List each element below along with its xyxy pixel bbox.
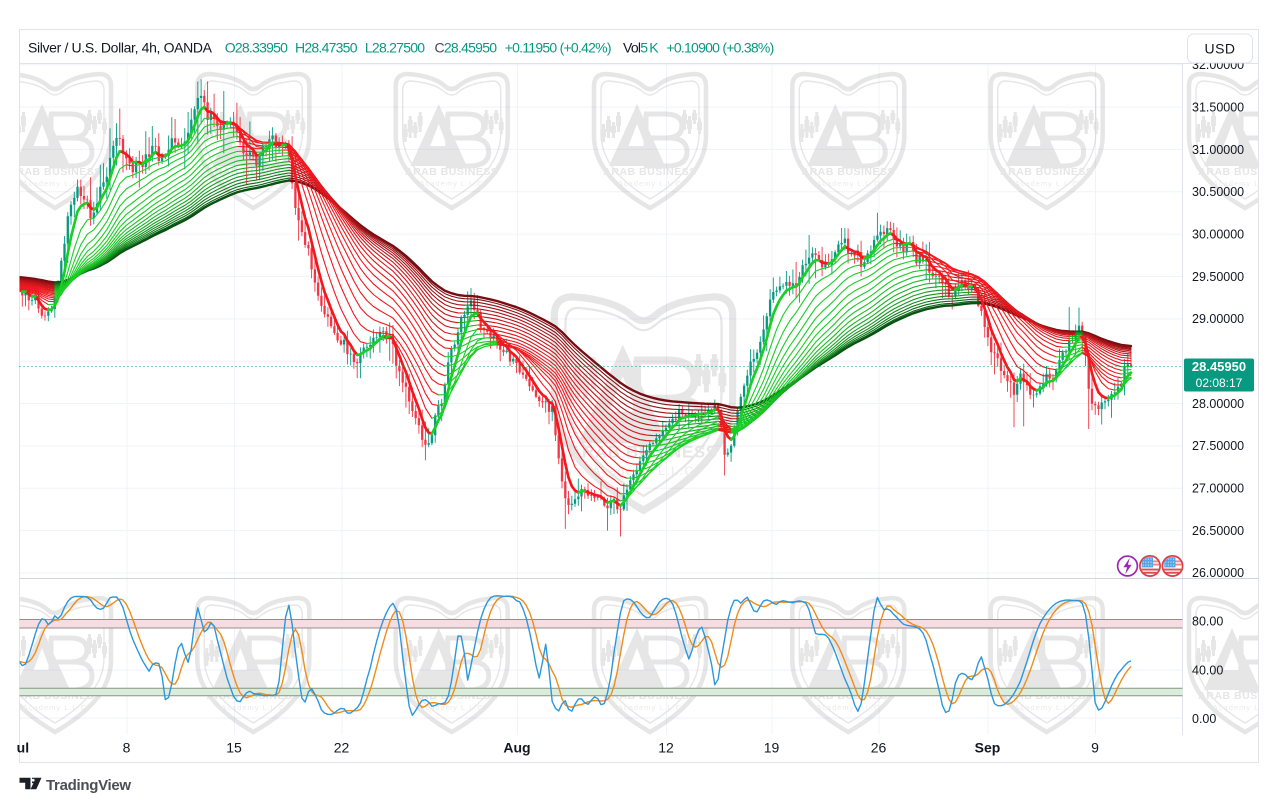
svg-text:Sep: Sep xyxy=(975,740,1001,756)
svg-text:30.00000: 30.00000 xyxy=(1192,228,1244,242)
svg-text:26.00000: 26.00000 xyxy=(1192,566,1244,580)
svg-text:Silver / U.S. Dollar, 4h, OAND: Silver / U.S. Dollar, 4h, OANDA xyxy=(28,40,213,56)
svg-text:Aug: Aug xyxy=(503,740,530,756)
svg-text:+0.10900 (+0.38%): +0.10900 (+0.38%) xyxy=(666,40,773,56)
svg-text:8: 8 xyxy=(123,740,131,756)
svg-text:27.50000: 27.50000 xyxy=(1192,439,1244,453)
svg-text:40.00: 40.00 xyxy=(1192,663,1223,677)
svg-text:26: 26 xyxy=(871,740,887,756)
svg-text:22: 22 xyxy=(334,740,350,756)
svg-text:28.00000: 28.00000 xyxy=(1192,397,1244,411)
svg-text:H28.47350: H28.47350 xyxy=(295,40,358,56)
svg-text:Jul: Jul xyxy=(9,740,29,756)
svg-text:15: 15 xyxy=(226,740,242,756)
svg-text:29.50000: 29.50000 xyxy=(1192,270,1244,284)
svg-text:19: 19 xyxy=(764,740,780,756)
svg-text:31.50000: 31.50000 xyxy=(1192,100,1244,114)
svg-text:28.45950: 28.45950 xyxy=(1192,359,1246,374)
svg-text:TradingView: TradingView xyxy=(46,777,131,794)
svg-text:02:08:17: 02:08:17 xyxy=(1196,376,1243,390)
svg-text:9: 9 xyxy=(1091,740,1099,756)
svg-text:30.50000: 30.50000 xyxy=(1192,185,1244,199)
svg-text:80.00: 80.00 xyxy=(1192,614,1223,628)
svg-text:26.50000: 26.50000 xyxy=(1192,524,1244,538)
svg-text:L28.27500: L28.27500 xyxy=(365,40,425,56)
svg-text:+0.11950 (+0.42%): +0.11950 (+0.42%) xyxy=(505,40,611,56)
svg-text:27.00000: 27.00000 xyxy=(1192,482,1244,496)
svg-text:C28.45950: C28.45950 xyxy=(435,40,498,56)
svg-text:0.00: 0.00 xyxy=(1192,712,1216,726)
svg-text:O28.33950: O28.33950 xyxy=(225,40,288,56)
svg-text:USD: USD xyxy=(1204,41,1235,57)
svg-text:31.00000: 31.00000 xyxy=(1192,143,1244,157)
svg-text:29.00000: 29.00000 xyxy=(1192,312,1244,326)
svg-text:12: 12 xyxy=(658,740,674,756)
